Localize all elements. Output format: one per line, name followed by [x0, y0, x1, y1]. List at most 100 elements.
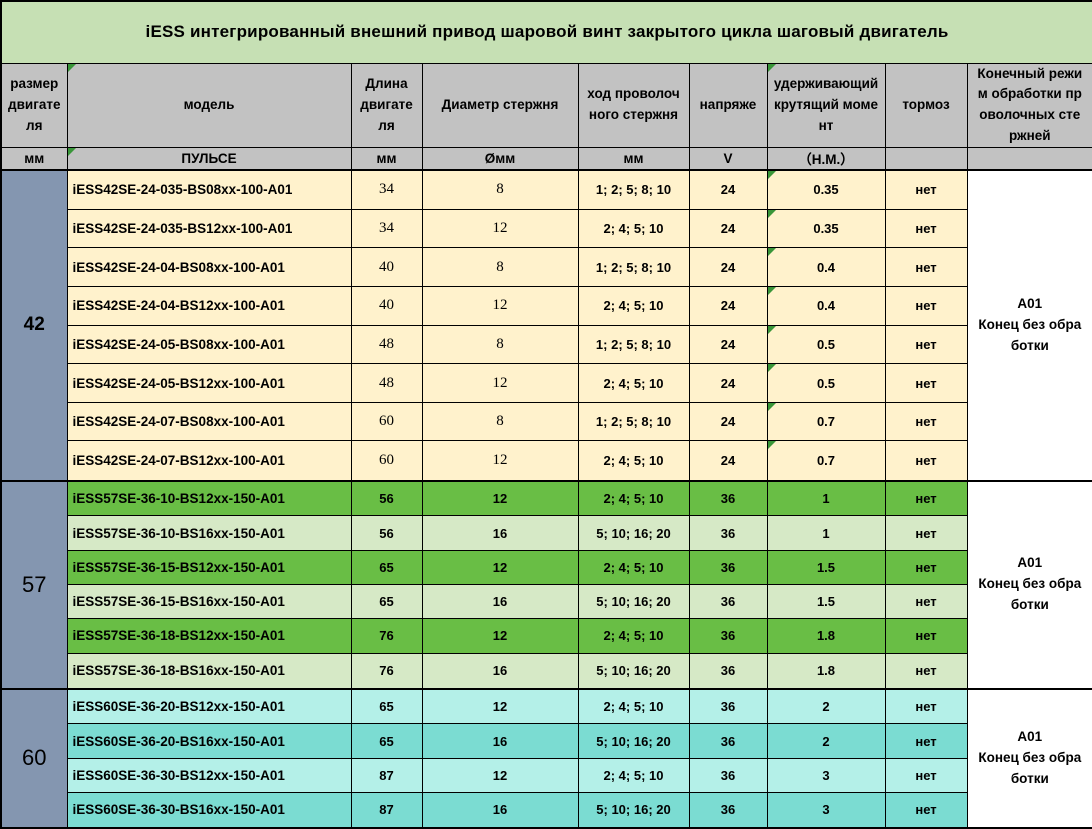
- stroke-cell: 2; 4; 5; 10: [577, 363, 690, 403]
- diameter-cell: 8: [421, 247, 579, 288]
- voltage-cell: 36: [688, 757, 768, 793]
- subheader-nm: （Н.М.）: [766, 147, 886, 171]
- length-cell: 40: [350, 247, 423, 288]
- torque-cell: 3: [766, 757, 886, 793]
- length-cell: 34: [350, 168, 423, 210]
- diameter-cell: 16: [421, 515, 579, 551]
- model-cell: iESS57SE-36-15-BS16xx-150-A01: [66, 584, 352, 620]
- stroke-cell: 2; 4; 5; 10: [577, 757, 690, 793]
- torque-cell: 0.7: [766, 401, 886, 442]
- torque-cell: 0.35: [766, 168, 886, 210]
- stroke-cell: 2; 4; 5; 10: [577, 440, 690, 482]
- diameter-cell: 12: [421, 479, 579, 517]
- diameter-cell: 8: [421, 324, 579, 365]
- diameter-cell: 12: [421, 208, 579, 249]
- diameter-cell: 16: [421, 652, 579, 690]
- brake-cell: нет: [884, 723, 968, 759]
- torque-cell: 1: [766, 479, 886, 517]
- voltage-cell: 24: [688, 168, 768, 210]
- length-cell: 48: [350, 363, 423, 403]
- size-group-label: 42: [0, 168, 68, 482]
- torque-cell: 0.35: [766, 208, 886, 249]
- stroke-cell: 2; 4; 5; 10: [577, 687, 690, 725]
- voltage-cell: 36: [688, 515, 768, 551]
- brake-cell: нет: [884, 618, 968, 654]
- stroke-cell: 2; 4; 5; 10: [577, 549, 690, 586]
- brake-cell: нет: [884, 363, 968, 403]
- stroke-cell: 2; 4; 5; 10: [577, 618, 690, 654]
- voltage-cell: 36: [688, 618, 768, 654]
- subheader-mm: мм: [577, 147, 690, 171]
- length-cell: 60: [350, 401, 423, 442]
- model-cell: iESS57SE-36-15-BS12xx-150-A01: [66, 549, 352, 586]
- page-title: iESS интегрированный внешний привод шаро…: [0, 0, 1092, 64]
- length-cell: 56: [350, 479, 423, 517]
- table-row: iESS57SE-36-15-BS12xx-150-A01 65 12 2; 4…: [1, 549, 1092, 586]
- end-machining-note: A01 Конец без обра ботки: [966, 168, 1092, 482]
- stroke-cell: 5; 10; 16; 20: [577, 723, 690, 759]
- brake-cell: нет: [884, 440, 968, 482]
- brake-cell: нет: [884, 208, 968, 249]
- length-cell: 87: [350, 791, 423, 829]
- brake-cell: нет: [884, 687, 968, 725]
- voltage-cell: 36: [688, 652, 768, 690]
- brake-cell: нет: [884, 791, 968, 829]
- model-cell: iESS42SE-24-04-BS08xx-100-A01: [66, 247, 352, 288]
- length-cell: 56: [350, 515, 423, 551]
- cell-error-indicator-icon: [768, 403, 776, 411]
- length-cell: 65: [350, 723, 423, 759]
- cell-error-indicator-icon: [68, 63, 76, 72]
- torque-cell: 0.5: [766, 363, 886, 403]
- voltage-cell: 24: [688, 401, 768, 442]
- end-machining-note: A01 Конец без обра ботки: [966, 687, 1092, 829]
- brake-cell: нет: [884, 652, 968, 690]
- cell-error-indicator-icon: [768, 210, 776, 218]
- subheader-pulse: ПУЛЬСЕ: [66, 147, 352, 171]
- subheader-row: мм ПУЛЬСЕ мм Øмм мм V （Н.М.）: [0, 147, 1092, 171]
- cell-error-indicator-icon: [768, 287, 776, 296]
- length-cell: 65: [350, 584, 423, 620]
- torque-cell: 2: [766, 687, 886, 725]
- brake-cell: нет: [884, 584, 968, 620]
- voltage-cell: 36: [688, 723, 768, 759]
- diameter-cell: 12: [421, 618, 579, 654]
- torque-cell: 0.5: [766, 324, 886, 365]
- header-row: размер двигате ля модель Длина двигате ля Ди…: [0, 62, 1092, 149]
- torque-cell: 0.7: [766, 440, 886, 482]
- table-row: iESS60SE-36-30-BS16xx-150-A01 87 16 5; 1…: [1, 791, 1092, 829]
- voltage-cell: 36: [688, 584, 768, 620]
- torque-cell: 3: [766, 791, 886, 829]
- model-cell: iESS57SE-36-10-BS16xx-150-A01: [66, 515, 352, 551]
- subheader-mm: мм: [350, 147, 423, 171]
- cell-error-indicator-icon: [768, 248, 776, 257]
- model-cell: iESS57SE-36-10-BS12xx-150-A01: [66, 479, 352, 517]
- size-group-label: 57: [0, 479, 68, 689]
- brake-cell: нет: [884, 757, 968, 793]
- model-cell: iESS60SE-36-20-BS16xx-150-A01: [66, 723, 352, 759]
- stroke-cell: 5; 10; 16; 20: [577, 652, 690, 690]
- length-cell: 76: [350, 618, 423, 654]
- header-holding-torque: удерживающий крутящий моме нт: [766, 62, 886, 149]
- table-row: iESS42SE-24-05-BS12xx-100-A01 48 12 2; 4…: [1, 363, 1092, 403]
- torque-cell: 0.4: [766, 286, 886, 326]
- voltage-cell: 36: [688, 791, 768, 829]
- model-cell: iESS42SE-24-04-BS12xx-100-A01: [66, 286, 352, 326]
- voltage-cell: 36: [688, 479, 768, 517]
- model-cell: iESS42SE-24-05-BS08xx-100-A01: [66, 324, 352, 365]
- length-cell: 48: [350, 324, 423, 365]
- voltage-cell: 24: [688, 286, 768, 326]
- stroke-cell: 2; 4; 5; 10: [577, 208, 690, 249]
- stroke-cell: 1; 2; 5; 8; 10: [577, 324, 690, 365]
- brake-cell: нет: [884, 286, 968, 326]
- table-row: iESS42SE-24-04-BS12xx-100-A01 40 12 2; 4…: [1, 286, 1092, 326]
- stroke-cell: 2; 4; 5; 10: [577, 286, 690, 326]
- brake-cell: нет: [884, 479, 968, 517]
- model-cell: iESS42SE-24-07-BS08xx-100-A01: [66, 401, 352, 442]
- voltage-cell: 36: [688, 549, 768, 586]
- cell-error-indicator-icon: [768, 171, 776, 179]
- torque-cell: 1.5: [766, 549, 886, 586]
- torque-cell: 1: [766, 515, 886, 551]
- table-row: iESS57SE-36-15-BS16xx-150-A01 65 16 5; 1…: [1, 584, 1092, 620]
